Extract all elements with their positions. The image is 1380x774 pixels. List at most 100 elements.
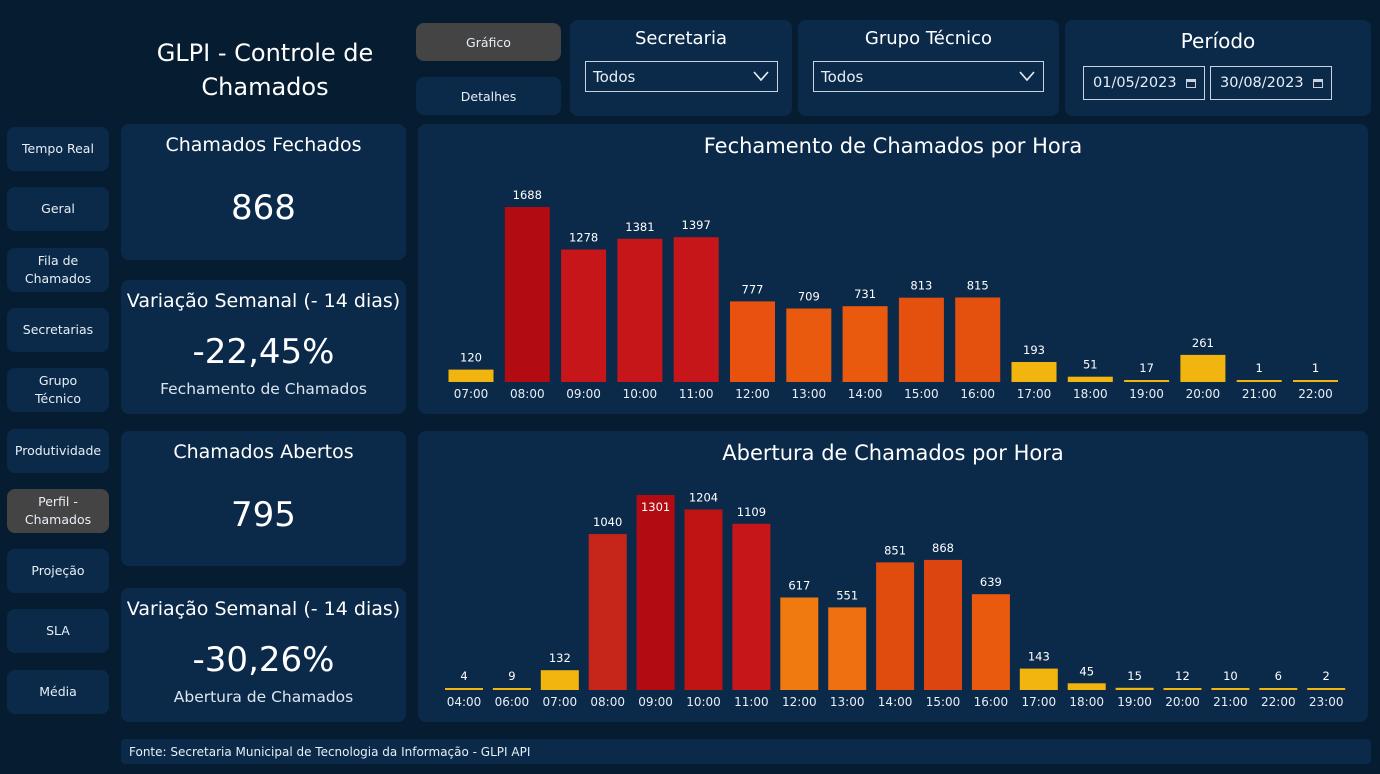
bar-1000[interactable] bbox=[617, 238, 663, 382]
data-label: 6 bbox=[1275, 669, 1282, 683]
data-label: 193 bbox=[1023, 343, 1045, 357]
bar-1800[interactable] bbox=[1067, 683, 1106, 690]
data-label: 815 bbox=[967, 279, 989, 293]
chart-fechamento-title: Fechamento de Chamados por Hora bbox=[703, 134, 1083, 158]
bar-1000[interactable] bbox=[684, 509, 723, 691]
end-date-field[interactable]: 30/08/2023 bbox=[1210, 66, 1332, 100]
data-label: 709 bbox=[798, 290, 820, 304]
nav-item-0[interactable]: Tempo Real bbox=[7, 127, 109, 171]
chart-abertura: 4 04:00 9 06:00 132 07:00 1040 08:00 1301 09:00 12… bbox=[445, 491, 1346, 709]
bar-2200[interactable] bbox=[1293, 380, 1338, 382]
kpi-abertos-value: 795 bbox=[231, 495, 296, 535]
x-tick-label: 18:00 bbox=[1073, 387, 1108, 401]
x-tick-label: 08:00 bbox=[590, 695, 625, 709]
data-label: 851 bbox=[884, 543, 906, 557]
nav-item-5[interactable]: Produtividade bbox=[7, 429, 109, 473]
data-label: 261 bbox=[1192, 336, 1214, 350]
bar-1200[interactable] bbox=[730, 301, 775, 382]
start-date-field[interactable]: 01/05/2023 bbox=[1083, 66, 1205, 100]
bar-1400[interactable] bbox=[876, 562, 915, 690]
x-tick-label: 15:00 bbox=[926, 695, 961, 709]
nav-item-2[interactable]: Fila de Chamados bbox=[7, 248, 109, 292]
bar-2100[interactable] bbox=[1211, 688, 1250, 690]
nav-item-9[interactable]: Média bbox=[7, 670, 109, 714]
x-tick-label: 12:00 bbox=[735, 387, 770, 401]
bar-0700[interactable] bbox=[448, 369, 494, 382]
nav-item-7[interactable]: Projeção bbox=[7, 549, 109, 593]
grafico-button[interactable]: Gráfico bbox=[416, 23, 561, 61]
bar-1300[interactable] bbox=[786, 308, 832, 383]
start-date-value: 01/05/2023 bbox=[1093, 75, 1177, 91]
data-label: 1301 bbox=[641, 500, 670, 514]
bar-0400[interactable] bbox=[445, 688, 483, 690]
data-label: 1381 bbox=[625, 220, 654, 234]
bar-1700[interactable] bbox=[1011, 362, 1057, 382]
bar-1700[interactable] bbox=[1019, 668, 1058, 690]
end-date-value: 30/08/2023 bbox=[1220, 75, 1304, 91]
bar-2200[interactable] bbox=[1259, 688, 1298, 690]
data-label: 10 bbox=[1223, 669, 1238, 683]
x-tick-label: 07:00 bbox=[543, 695, 578, 709]
bar-1600[interactable] bbox=[971, 594, 1010, 690]
x-tick-label: 22:00 bbox=[1298, 387, 1333, 401]
x-tick-label: 18:00 bbox=[1069, 695, 1104, 709]
bar-2000[interactable] bbox=[1180, 354, 1226, 382]
data-label: 868 bbox=[932, 541, 954, 555]
bar-1600[interactable] bbox=[955, 297, 1001, 383]
x-tick-label: 23:00 bbox=[1309, 695, 1344, 709]
nav-item-4[interactable]: Grupo Técnico bbox=[7, 368, 109, 412]
bar-2100[interactable] bbox=[1236, 380, 1282, 382]
bar-0800[interactable] bbox=[588, 534, 627, 690]
bar-0700[interactable] bbox=[540, 670, 579, 690]
data-label: 1 bbox=[1256, 361, 1263, 375]
nav-item-3[interactable]: Secretarias bbox=[7, 308, 109, 352]
nav-item-8[interactable]: SLA bbox=[7, 609, 109, 653]
data-label: 731 bbox=[854, 287, 876, 301]
grupo-tecnico-select[interactable]: Todos bbox=[813, 61, 1044, 92]
kpi-var-fechados-sublabel: Fechamento de Chamados bbox=[160, 380, 367, 398]
detalhes-button[interactable]: Detalhes bbox=[416, 77, 561, 115]
bar-0800[interactable] bbox=[504, 207, 550, 382]
x-tick-label: 16:00 bbox=[960, 387, 995, 401]
bar-1500[interactable] bbox=[924, 559, 962, 690]
x-tick-label: 17:00 bbox=[1017, 387, 1052, 401]
bar-1400[interactable] bbox=[842, 306, 888, 382]
bar-1100[interactable] bbox=[673, 237, 719, 382]
x-tick-label: 10:00 bbox=[686, 695, 721, 709]
bar-1300[interactable] bbox=[828, 607, 867, 690]
bar-0600[interactable] bbox=[492, 688, 531, 690]
bar-0900[interactable] bbox=[561, 249, 607, 383]
x-tick-label: 13:00 bbox=[830, 695, 865, 709]
x-tick-label: 11:00 bbox=[679, 387, 714, 401]
kpi-fechados-value: 868 bbox=[231, 188, 296, 228]
x-tick-label: 09:00 bbox=[638, 695, 673, 709]
data-label: 15 bbox=[1127, 669, 1142, 683]
bar-2300[interactable] bbox=[1307, 688, 1346, 690]
bar-1900[interactable] bbox=[1124, 380, 1170, 382]
x-tick-label: 12:00 bbox=[782, 695, 817, 709]
bar-0900[interactable] bbox=[636, 495, 675, 690]
bar-2000[interactable] bbox=[1163, 688, 1202, 690]
secretaria-select[interactable]: Todos bbox=[585, 61, 778, 92]
bar-1900[interactable] bbox=[1115, 687, 1154, 690]
bar-1800[interactable] bbox=[1067, 376, 1113, 382]
chevron-down-icon bbox=[1019, 71, 1035, 82]
calendar-icon[interactable] bbox=[1313, 79, 1323, 88]
x-tick-label: 19:00 bbox=[1117, 695, 1152, 709]
nav-item-1[interactable]: Geral bbox=[7, 187, 109, 231]
data-label: 143 bbox=[1028, 650, 1050, 664]
x-tick-label: 06:00 bbox=[495, 695, 530, 709]
data-label: 639 bbox=[980, 575, 1002, 589]
bar-1200[interactable] bbox=[780, 597, 819, 691]
nav-item-6[interactable]: Perfil - Chamados bbox=[7, 489, 109, 533]
app-title: GLPI - Controle de Chamados bbox=[156, 39, 374, 101]
bar-1100[interactable] bbox=[732, 523, 771, 690]
chart-fechamento: 120 07:00 1688 08:00 1278 09:00 1381 10:00 1397 1… bbox=[448, 188, 1338, 401]
secretaria-filter-panel: Secretaria Todos bbox=[570, 20, 792, 116]
calendar-icon[interactable] bbox=[1186, 79, 1196, 88]
data-label: 45 bbox=[1079, 664, 1094, 678]
bar-1500[interactable] bbox=[898, 297, 944, 382]
x-tick-label: 16:00 bbox=[974, 695, 1009, 709]
x-tick-label: 04:00 bbox=[447, 695, 482, 709]
data-label: 120 bbox=[460, 351, 482, 365]
